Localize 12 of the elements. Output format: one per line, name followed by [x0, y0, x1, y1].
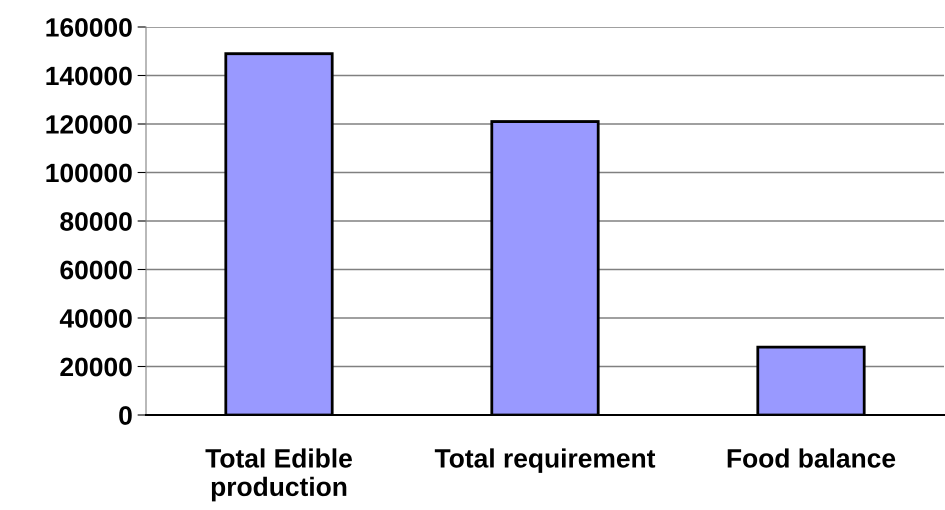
- y-tick-label: 120000: [46, 115, 132, 134]
- x-tick-label: Food balance: [728, 448, 896, 468]
- y-tick-label: 80000: [60, 212, 132, 231]
- x-tick-label: Total Edible production: [206, 448, 352, 502]
- y-tick-label: 20000: [60, 358, 132, 376]
- y-tick-label: 160000: [46, 18, 132, 37]
- y-tick-label: 60000: [60, 260, 132, 280]
- y-tick-label: 140000: [46, 66, 132, 86]
- y-tick-label: 100000: [46, 164, 132, 182]
- y-tick-label: 0: [119, 406, 132, 425]
- y-tick-label: 40000: [60, 309, 132, 328]
- x-tick-label: Total requirement: [434, 448, 656, 473]
